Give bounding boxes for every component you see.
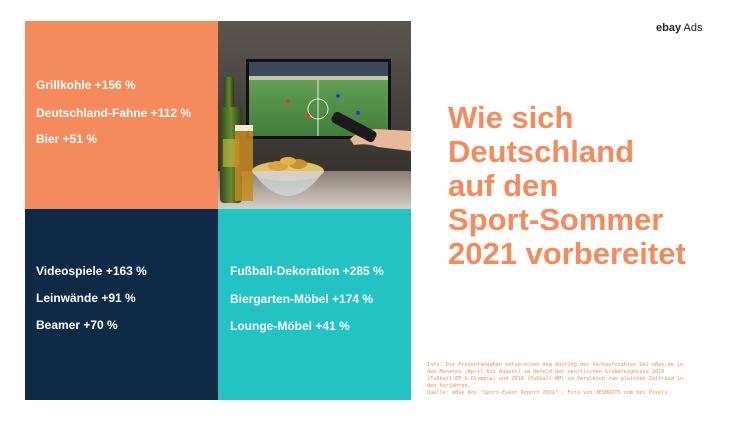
headline-line-5: 2021 vorbereitet [448, 236, 686, 271]
footnote-line-3: (Fußball-EM & Olympia) und 2018 (Fußball… [427, 376, 684, 382]
headline-line-4: Sport-Sommer [448, 202, 664, 237]
tile-grill-items: Grillkohle +156 % Deutschland-Fahne +112… [25, 21, 218, 209]
stat-deutschland-fahne: Deutschland-Fahne +112 % [36, 106, 192, 120]
tv-football-beer-snacks-photo [218, 21, 411, 209]
footnote-line-2: den Monaten (April bis August) im Umfeld… [427, 369, 665, 375]
stat-lounge-moebel: Lounge-Möbel +41 % [230, 319, 350, 333]
ebay-ads-logo: ebay Ads [656, 22, 702, 34]
stat-leinwaende: Leinwände +91 % [36, 291, 136, 305]
headline-line-2: Deutschland [448, 134, 635, 169]
tile-media-items: Videospiele +163 % Leinwände +91 % Beame… [25, 209, 218, 400]
stat-grillkohle: Grillkohle +156 % [36, 78, 136, 92]
stat-biergarten-moebel: Biergarten-Möbel +174 % [230, 292, 374, 306]
headline: Wie sich Deutschland auf den Sport-Somme… [448, 101, 738, 271]
footnote-line-1: Info: Die Prozentangaben entsprechen dem… [427, 362, 684, 368]
footnote-line-4: den Vorjahren. [427, 383, 471, 389]
stat-videospiele: Videospiele +163 % [36, 264, 147, 278]
footnote-source: Quelle: eBay Ads "Sport-Event Report 202… [427, 390, 668, 396]
headline-line-3: auf den [448, 168, 559, 203]
stat-fussball-dekoration: Fußball-Dekoration +285 % [230, 264, 384, 278]
photo-tv-football [218, 21, 411, 209]
logo-ads: Ads [681, 22, 703, 34]
stat-bier: Bier +51 % [36, 132, 98, 146]
stat-beamer: Beamer +70 % [36, 318, 118, 332]
logo-ebay: ebay [656, 22, 682, 34]
footnote: Info: Die Prozentangaben entsprechen dem… [427, 362, 737, 397]
headline-line-1: Wie sich [448, 100, 574, 135]
tile-decor-items: Fußball-Dekoration +285 % Biergarten-Möb… [218, 209, 411, 400]
